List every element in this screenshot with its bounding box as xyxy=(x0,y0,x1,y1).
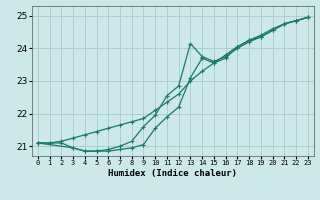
X-axis label: Humidex (Indice chaleur): Humidex (Indice chaleur) xyxy=(108,169,237,178)
